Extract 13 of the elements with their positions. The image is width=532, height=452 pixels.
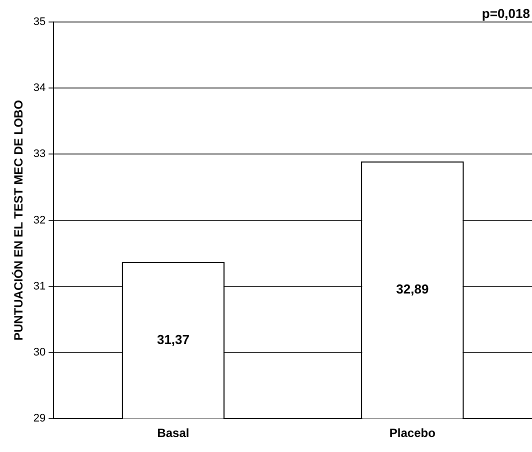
y-tick-label: 30: [33, 346, 46, 359]
y-tick-label: 31: [33, 280, 46, 292]
y-tick-label: 34: [33, 82, 46, 94]
x-tick-label: Placebo: [389, 426, 436, 440]
x-tick-label: Basal: [157, 426, 190, 440]
data-label: 31,37: [156, 332, 190, 347]
y-axis-title: PUNTUACIÓN EN EL TEST MEC DE LOBO: [12, 100, 26, 341]
y-tick-label: 33: [33, 148, 46, 160]
y-tick-label: 35: [33, 16, 46, 28]
text: p=0,018: [482, 6, 530, 22]
y-tick-label: 29: [33, 412, 46, 425]
data-label: 32,89: [396, 282, 429, 297]
y-tick-label: 32: [33, 214, 46, 226]
